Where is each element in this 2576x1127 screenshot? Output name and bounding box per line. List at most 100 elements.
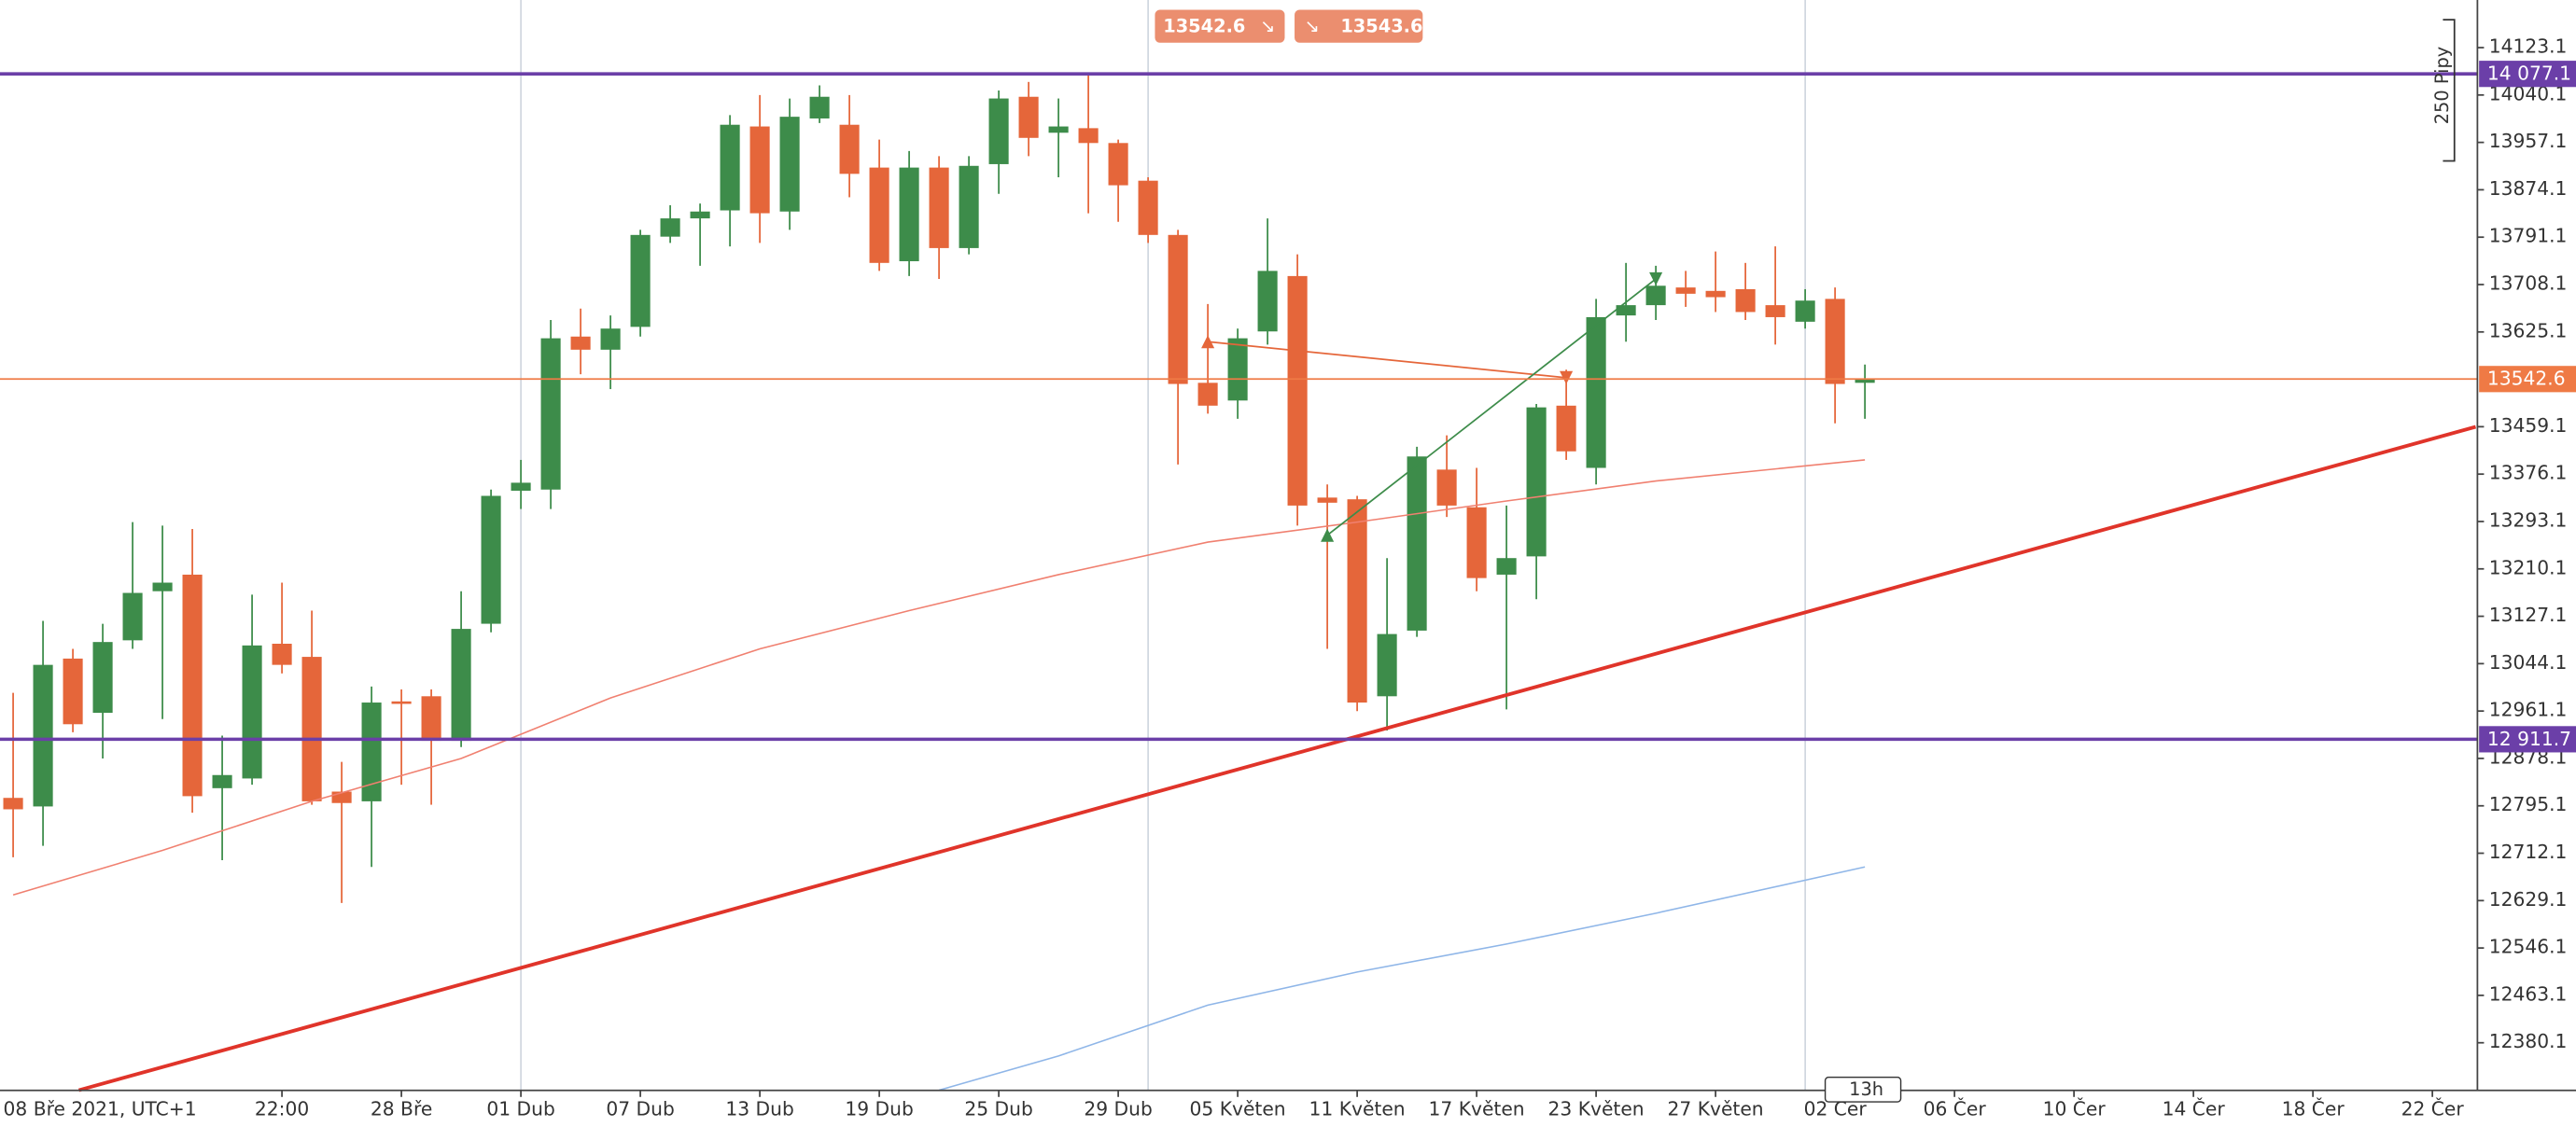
candle-body	[301, 657, 322, 801]
y-tick-label: 12463.1	[2489, 982, 2568, 1005]
x-tick-label: 10 Čer	[2043, 1097, 2107, 1120]
candle-body	[929, 167, 949, 248]
quote-buttons: 13542.6 ↘ ↘ 13543.6	[1155, 9, 1423, 43]
price-level-tag	[2479, 366, 2576, 393]
candle-body	[92, 642, 113, 714]
x-tick-label: 07 Dub	[606, 1097, 674, 1120]
plot	[0, 72, 2478, 1092]
x-tick-label: 14 Čer	[2163, 1097, 2226, 1120]
candle-body	[839, 124, 860, 174]
candle-body	[1287, 275, 1308, 506]
candle-body	[3, 798, 23, 810]
y-tick-label: 12961.1	[2489, 699, 2568, 721]
candle-body	[899, 167, 919, 261]
candle-body	[1407, 456, 1427, 631]
y-tick-label: 12380.1	[2489, 1030, 2568, 1052]
candle-body	[1257, 271, 1278, 332]
x-tick-label: 25 Dub	[964, 1097, 1032, 1120]
y-tick-label: 14123.1	[2489, 35, 2568, 58]
candle-body	[1377, 633, 1397, 697]
candle-body	[1586, 316, 1606, 468]
indicator-line	[1326, 278, 1657, 536]
candle-body	[1825, 299, 1845, 384]
candle-body	[959, 165, 979, 248]
y-tick-label: 13708.1	[2489, 272, 2568, 295]
candle-body	[152, 582, 173, 591]
arrow-head	[1321, 528, 1335, 542]
candle-body	[1735, 288, 1756, 313]
y-tick-label: 13791.1	[2489, 225, 2568, 247]
candle-body	[1705, 290, 1726, 298]
candle-body	[1556, 405, 1576, 452]
candle-body	[122, 592, 143, 641]
y-tick-label: 13874.1	[2489, 177, 2568, 200]
candle-body	[451, 629, 471, 742]
candle-body	[1108, 143, 1128, 186]
indicator-line	[1208, 341, 1567, 379]
x-tick-label: 13 Dub	[725, 1097, 793, 1120]
candle-body	[1168, 234, 1188, 384]
candle-body	[720, 124, 740, 211]
sell-icon: ↘	[1260, 16, 1275, 37]
candle-body	[33, 664, 53, 807]
y-tick-label: 13127.1	[2489, 604, 2568, 626]
candle-body	[1138, 180, 1158, 235]
x-tick-label: 18 Čer	[2282, 1097, 2345, 1120]
buy-button[interactable]	[1295, 9, 1423, 43]
y-tick-label: 13459.1	[2489, 414, 2568, 437]
indicator-line	[77, 424, 2477, 1092]
candle-body	[1675, 287, 1696, 294]
y-tick-label: 13376.1	[2489, 462, 2568, 484]
y-tick-label: 13957.1	[2489, 130, 2568, 152]
price-level-tag	[2479, 61, 2576, 88]
x-tick-label: 27 Květen	[1668, 1097, 1764, 1120]
candle-body	[391, 701, 412, 704]
candle-body	[1317, 497, 1337, 503]
arrow-head	[1201, 335, 1215, 349]
candle-body	[1227, 338, 1248, 401]
countdown-box	[1824, 1076, 1902, 1103]
candle-body	[1048, 126, 1069, 133]
candle-body	[481, 495, 501, 624]
candle-body	[630, 234, 651, 327]
candle-body	[272, 644, 292, 665]
x-tick-label: 23 Květen	[1548, 1097, 1645, 1120]
bid-price: 13542.6	[1163, 16, 1245, 37]
arrow-head	[1560, 370, 1574, 384]
y-tick-label: 12712.1	[2489, 841, 2568, 863]
y-tick-label: 12795.1	[2489, 793, 2568, 815]
candle-body	[1526, 407, 1547, 557]
candle-body	[690, 211, 710, 219]
measure-tool: 250 Pipy	[2431, 19, 2456, 162]
candle-body	[1197, 383, 1218, 406]
candle-body	[600, 328, 621, 350]
x-tick-label: 11 Květen	[1309, 1097, 1406, 1120]
x-tick-label: 22:00	[255, 1097, 309, 1120]
sell-button[interactable]	[1155, 9, 1285, 43]
y-tick-label: 12629.1	[2489, 888, 2568, 911]
x-tick-label: 29 Dub	[1084, 1097, 1152, 1120]
measure-label: 250 Pipy	[2431, 47, 2453, 124]
x-tick-label: 05 Květen	[1190, 1097, 1286, 1120]
candle-body	[511, 482, 531, 491]
candle-body	[1496, 558, 1517, 575]
measure-bracket	[2443, 19, 2456, 162]
candle-body	[570, 336, 591, 350]
buy-icon: ↘	[1305, 16, 1320, 37]
candle-body	[869, 167, 889, 263]
candle-body	[660, 218, 680, 237]
candle-body	[809, 96, 830, 118]
candle-body	[1436, 469, 1457, 506]
y-tick-label: 13293.1	[2489, 508, 2568, 531]
price-level-label: 13542.6	[2487, 368, 2566, 390]
candle-body	[1018, 96, 1039, 138]
candle-body	[1347, 499, 1367, 703]
y-tick-label: 13210.1	[2489, 556, 2568, 578]
candle-body	[212, 774, 232, 788]
candle-body	[1855, 379, 1875, 383]
candle-body	[242, 645, 262, 779]
price-level-label: 14 077.1	[2487, 63, 2571, 85]
